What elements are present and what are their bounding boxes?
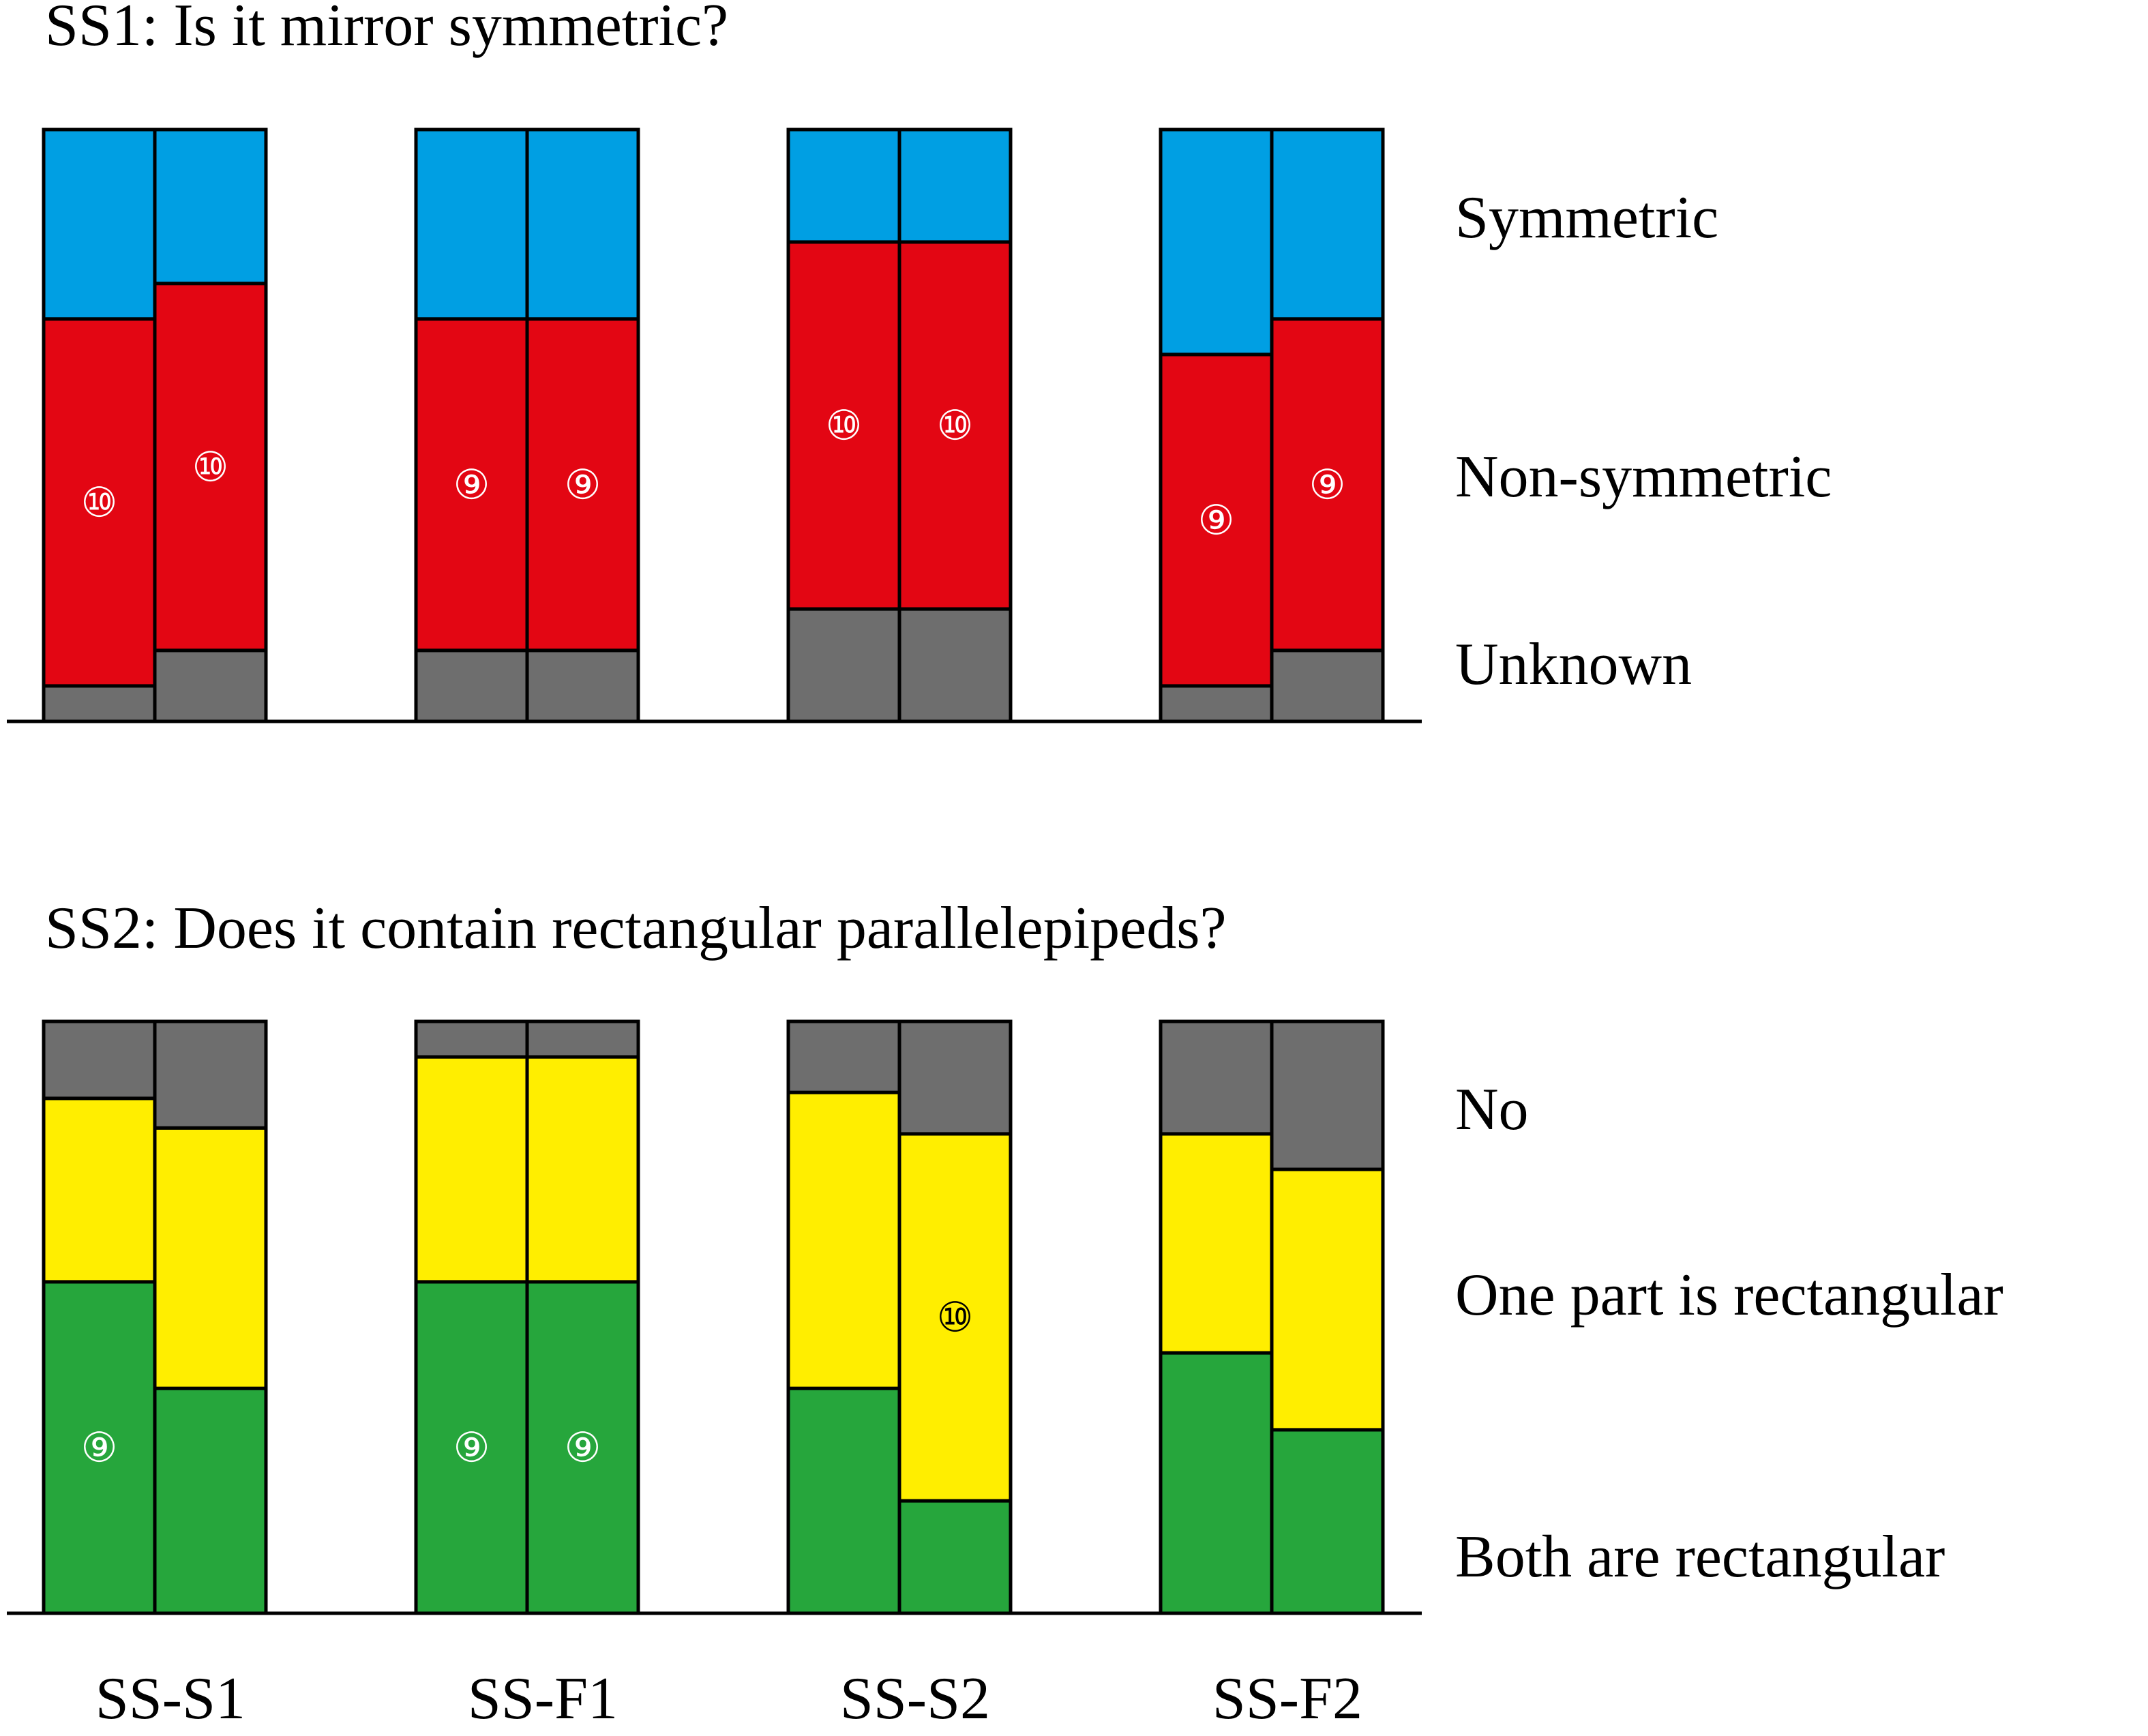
- bar-segment-ss-f2-2-unknown: [1270, 648, 1385, 723]
- count-badge: ⑩: [192, 444, 229, 490]
- bar-segment-ss-f1-1-symmetric: [414, 128, 529, 321]
- count-badge: ⑩: [937, 1295, 974, 1341]
- bar-segment-ss-s2-2-symmetric: [897, 128, 1013, 244]
- bar-segment-ss-f1-1-unknown: [414, 648, 529, 723]
- count-badge-label: ⑨: [453, 462, 490, 507]
- count-badge: ⑨: [565, 1424, 601, 1470]
- category-label-ss-f2: SS-F2: [1212, 1666, 1362, 1732]
- count-badge: ⑨: [1198, 497, 1235, 543]
- panel-rectangular-parallelepipeds: SS2: Does it contain rectangular paralle…: [7, 895, 2003, 1615]
- bar-segment-ss-f1-2-symmetric: [525, 128, 640, 321]
- bar-segment-ss-s1-1-one-part-is-rectangular: [42, 1096, 157, 1284]
- count-badge: ⑩: [826, 403, 863, 449]
- count-badge-label: ⑩: [937, 403, 974, 449]
- bar-segment-ss-s1-1-no: [42, 1019, 157, 1101]
- bar-segment-ss-s1-2-one-part-is-rectangular: [153, 1126, 268, 1390]
- stacked-bars: [42, 128, 1385, 723]
- count-badge-label: ⑩: [826, 403, 863, 449]
- bar-segment-ss-s1-1-symmetric: [42, 128, 157, 321]
- bar-segment-ss-f2-2-symmetric: [1270, 128, 1385, 321]
- bar-segment-ss-f2-1-no: [1159, 1019, 1274, 1136]
- category-labels: SS-S1 SS-F1 SS-S2 SS-F2: [95, 1666, 1362, 1732]
- count-badge: ⑨: [453, 1424, 490, 1470]
- legend-label-unknown: Unknown: [1455, 631, 1692, 698]
- legend: No One part is rectangular Both are rect…: [1455, 1077, 2003, 1590]
- legend-label-both-rectangular: Both are rectangular: [1455, 1524, 1945, 1590]
- count-badge: ⑨: [453, 462, 490, 507]
- count-badge-label: ⑨: [81, 1424, 118, 1470]
- bar-segment-ss-f1-1-both-are-rectangular: [414, 1280, 529, 1615]
- bar-segment-ss-s2-1-non-symmetric: [786, 240, 901, 611]
- bar-segment-ss-s2-2-both-are-rectangular: [897, 1499, 1013, 1615]
- bar-segment-ss-f2-1-non-symmetric: [1159, 353, 1274, 688]
- count-badge-label: ⑩: [937, 1295, 974, 1341]
- bar-segment-ss-f2-1-one-part-is-rectangular: [1159, 1132, 1274, 1355]
- category-label-ss-s1: SS-S1: [95, 1666, 245, 1732]
- bar-segment-ss-f1-2-unknown: [525, 648, 640, 723]
- bar-segment-ss-f2-1-symmetric: [1159, 128, 1274, 357]
- bar-segment-ss-s1-2-non-symmetric: [153, 282, 268, 653]
- count-badges: ⑩ ⑩ ⑨ ⑨ ⑩ ⑩ ⑨ ⑨: [81, 403, 1346, 543]
- legend-label-no: No: [1455, 1077, 1529, 1143]
- category-label-ss-s2: SS-S2: [840, 1666, 990, 1732]
- bar-segment-ss-f1-1-one-part-is-rectangular: [414, 1055, 529, 1284]
- stacked-bars: [42, 1019, 1385, 1615]
- bar-segment-ss-s2-1-no: [786, 1019, 901, 1094]
- bar-segment-ss-s2-1-both-are-rectangular: [786, 1386, 901, 1615]
- count-badge-label: ⑩: [81, 479, 118, 525]
- bar-segment-ss-s2-1-one-part-is-rectangular: [786, 1090, 901, 1390]
- count-badge-label: ⑨: [453, 1424, 490, 1470]
- legend-label-non-symmetric: Non-symmetric: [1455, 444, 1832, 510]
- count-badge-label: ⑨: [565, 1424, 601, 1470]
- bar-segment-ss-s2-2-unknown: [897, 607, 1013, 723]
- bar-segment-ss-f1-2-both-are-rectangular: [525, 1280, 640, 1615]
- panel-title: SS1: Is it mirror symmetric?: [45, 0, 728, 59]
- bar-segment-ss-s1-1-both-are-rectangular: [42, 1280, 157, 1615]
- count-badge-label: ⑨: [1309, 462, 1346, 507]
- bar-segment-ss-f2-1-unknown: [1159, 684, 1274, 723]
- bar-segment-ss-s1-1-unknown: [42, 684, 157, 723]
- legend: Symmetric Non-symmetric Unknown: [1455, 185, 1832, 698]
- bar-segment-ss-f1-2-non-symmetric: [525, 317, 640, 653]
- bar-segment-ss-f2-2-no: [1270, 1019, 1385, 1171]
- bar-segment-ss-s1-1-non-symmetric: [42, 317, 157, 688]
- legend-label-symmetric: Symmetric: [1455, 185, 1718, 251]
- bar-segment-ss-f2-2-non-symmetric: [1270, 317, 1385, 653]
- bar-segment-ss-f2-2-one-part-is-rectangular: [1270, 1167, 1385, 1432]
- count-badge-label: ⑩: [192, 444, 229, 490]
- count-badge-label: ⑨: [1198, 497, 1235, 543]
- bar-segment-ss-f1-2-no: [525, 1019, 640, 1059]
- bar-segment-ss-s2-2-no: [897, 1019, 1013, 1136]
- bar-segment-ss-s2-2-non-symmetric: [897, 240, 1013, 611]
- bar-segment-ss-s2-1-symmetric: [786, 128, 901, 244]
- count-badge: ⑨: [81, 1424, 118, 1470]
- bar-segment-ss-f1-2-one-part-is-rectangular: [525, 1055, 640, 1284]
- count-badge: ⑩: [81, 479, 118, 525]
- category-label-ss-f1: SS-F1: [468, 1666, 618, 1732]
- panel-title: SS2: Does it contain rectangular paralle…: [45, 895, 1227, 961]
- count-badge: ⑩: [937, 403, 974, 449]
- legend-label-one-part-rectangular: One part is rectangular: [1455, 1262, 2003, 1328]
- bar-segment-ss-f2-2-both-are-rectangular: [1270, 1428, 1385, 1615]
- bar-segment-ss-s2-1-unknown: [786, 607, 901, 723]
- count-badges: ⑨ ⑨ ⑨ ⑩: [81, 1295, 974, 1471]
- bar-segment-ss-s2-2-one-part-is-rectangular: [897, 1132, 1013, 1503]
- bar-segment-ss-s1-2-no: [153, 1019, 268, 1130]
- bar-segment-ss-f1-1-no: [414, 1019, 529, 1059]
- panel-mirror-symmetric: SS1: Is it mirror symmetric? ⑩ ⑩ ⑨ ⑨ ⑩ ⑩ ⑨ ⑨ Sy…: [7, 0, 1832, 723]
- count-badge: ⑨: [1309, 462, 1346, 507]
- count-badge: ⑨: [565, 462, 601, 507]
- bar-segment-ss-s1-2-both-are-rectangular: [153, 1386, 268, 1615]
- bar-segment-ss-s1-2-symmetric: [153, 128, 268, 286]
- bar-segment-ss-s1-2-unknown: [153, 648, 268, 723]
- count-badge-label: ⑨: [565, 462, 601, 507]
- bar-segment-ss-f2-1-both-are-rectangular: [1159, 1351, 1274, 1615]
